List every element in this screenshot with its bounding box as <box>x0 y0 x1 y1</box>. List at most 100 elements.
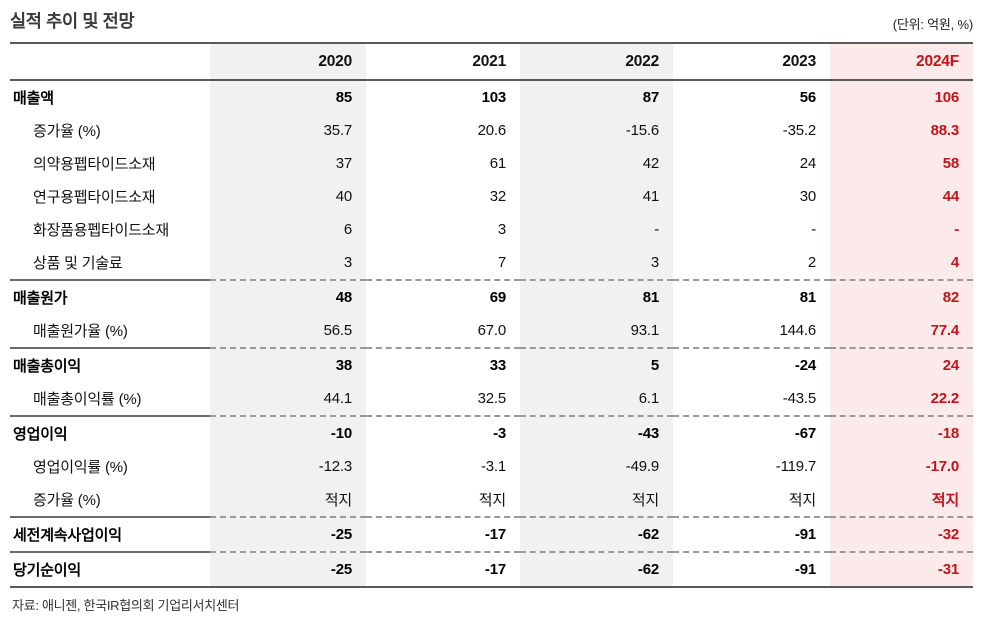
cell-value: 7 <box>497 254 506 271</box>
cell-value: -119.7 <box>775 458 816 475</box>
row-label: 의약용펩타이드소재 <box>33 156 156 173</box>
cell-value: 20.6 <box>477 122 507 139</box>
table-title-bar: 실적 추이 및 전망 (단위: 억원, %) <box>10 8 973 33</box>
row-label: 연구용펩타이드소재 <box>33 189 156 206</box>
cell-value: 48 <box>210 279 366 314</box>
page-title: 실적 추이 및 전망 <box>10 11 135 31</box>
row-label: 상품 및 기술료 <box>33 255 123 272</box>
column-header: 2021 <box>366 42 520 81</box>
cell-value-forecast: -18 <box>830 415 973 450</box>
table-row: 매출총이익률 (%) 44.1 32.5 6.1 -43.5 22.2 <box>10 382 973 416</box>
cell-value-forecast: 88.3 <box>930 122 960 139</box>
row-label: 영업이익률 (%) <box>33 459 128 476</box>
row-label: 증가율 (%) <box>33 123 101 140</box>
cell-value: 56.5 <box>323 322 353 339</box>
cell-value: -17 <box>366 551 520 588</box>
cell-value: 35.7 <box>323 122 353 139</box>
cell-value: 42 <box>642 155 659 172</box>
row-label: 세전계속사업이익 <box>10 516 210 552</box>
financial-table: 2020 2021 2022 2023 2024F 매출액 85 103 87 … <box>10 42 973 588</box>
cell-value: -62 <box>520 551 673 588</box>
cell-value: 6.1 <box>638 390 659 407</box>
cell-value-forecast: 22.2 <box>930 390 960 407</box>
cell-value: 61 <box>489 155 506 172</box>
cell-value: 87 <box>642 89 659 106</box>
cell-value: -24 <box>673 347 830 382</box>
source-note: 자료: 애니젠, 한국IR협의회 기업리서치센터 <box>12 598 240 613</box>
cell-value: 적지 <box>324 492 352 509</box>
row-label: 매출원가 <box>10 279 210 314</box>
cell-value: -62 <box>520 516 673 552</box>
cell-value: -91 <box>673 516 830 552</box>
cell-value: 6 <box>343 221 352 238</box>
cell-value: -35.2 <box>782 122 816 139</box>
cell-value: 81 <box>520 279 673 314</box>
cell-value: -3.1 <box>480 458 506 475</box>
cell-value: 37 <box>335 155 352 172</box>
row-label: 영업이익 <box>10 415 210 450</box>
cell-value: 적지 <box>631 492 659 509</box>
table-row: 매출액 85 103 87 56 106 <box>10 80 973 114</box>
cell-value: -10 <box>210 415 366 450</box>
cell-value: 38 <box>210 347 366 382</box>
cell-value: - <box>811 221 816 238</box>
cell-value: 81 <box>673 279 830 314</box>
cell-value-forecast: 적지 <box>931 492 959 509</box>
table-row: 영업이익률 (%) -12.3 -3.1 -49.9 -119.7 -17.0 <box>10 450 973 483</box>
table-row: 매출총이익 38 33 5 -24 24 <box>10 347 973 382</box>
cell-value: 103 <box>481 89 507 106</box>
cell-value: 40 <box>335 188 352 205</box>
unit-note: (단위: 억원, %) <box>892 17 974 32</box>
cell-value-forecast: -31 <box>830 551 973 588</box>
cell-value: 3 <box>650 254 659 271</box>
cell-value: 41 <box>642 188 659 205</box>
cell-value: 32.5 <box>477 390 507 407</box>
cell-value: 85 <box>335 89 352 106</box>
table-row: 당기순이익 -25 -17 -62 -91 -31 <box>10 551 973 588</box>
cell-value: 5 <box>520 347 673 382</box>
row-label: 매출총이익 <box>10 347 210 382</box>
cell-value-forecast: 58 <box>942 155 959 172</box>
cell-value-forecast: 24 <box>830 347 973 382</box>
table-row: 상품 및 기술료 3 7 3 2 4 <box>10 246 973 280</box>
cell-value-forecast: 44 <box>942 188 959 205</box>
table-row: 의약용펩타이드소재 37 61 42 24 58 <box>10 147 973 180</box>
cell-value: -12.3 <box>318 458 352 475</box>
row-label: 매출액 <box>13 90 54 107</box>
column-header-empty <box>10 42 210 81</box>
cell-value: -49.9 <box>625 458 659 475</box>
column-header: 2020 <box>210 42 366 81</box>
cell-value: -43.5 <box>782 390 816 407</box>
cell-value: -17 <box>366 516 520 552</box>
cell-value: 93.1 <box>630 322 660 339</box>
cell-value: -15.6 <box>625 122 659 139</box>
cell-value: 144.6 <box>779 322 816 339</box>
table-row: 매출원가 48 69 81 81 82 <box>10 279 973 314</box>
table-row: 증가율 (%) 35.7 20.6 -15.6 -35.2 88.3 <box>10 114 973 147</box>
cell-value-forecast: -17.0 <box>925 458 959 475</box>
cell-value: 56 <box>799 89 816 106</box>
cell-value: - <box>654 221 659 238</box>
cell-value: 30 <box>799 188 816 205</box>
cell-value: 44.1 <box>323 390 353 407</box>
cell-value: 69 <box>366 279 520 314</box>
cell-value: 33 <box>366 347 520 382</box>
cell-value: -67 <box>673 415 830 450</box>
cell-value-forecast: - <box>954 221 959 238</box>
table-row: 화장품용펩타이드소재 6 3 - - - <box>10 213 973 246</box>
row-label: 매출총이익률 (%) <box>33 391 142 408</box>
cell-value: -3 <box>366 415 520 450</box>
row-label: 화장품용펩타이드소재 <box>33 222 170 239</box>
cell-value: -25 <box>210 516 366 552</box>
cell-value: 24 <box>799 155 816 172</box>
cell-value: 2 <box>807 254 816 271</box>
cell-value: -91 <box>673 551 830 588</box>
row-label: 당기순이익 <box>10 551 210 588</box>
table-header-row: 2020 2021 2022 2023 2024F <box>10 42 973 81</box>
cell-value-forecast: 4 <box>950 254 959 271</box>
cell-value-forecast: 82 <box>830 279 973 314</box>
row-label: 증가율 (%) <box>33 492 101 509</box>
cell-value: 32 <box>489 188 506 205</box>
cell-value: 적지 <box>788 492 816 509</box>
